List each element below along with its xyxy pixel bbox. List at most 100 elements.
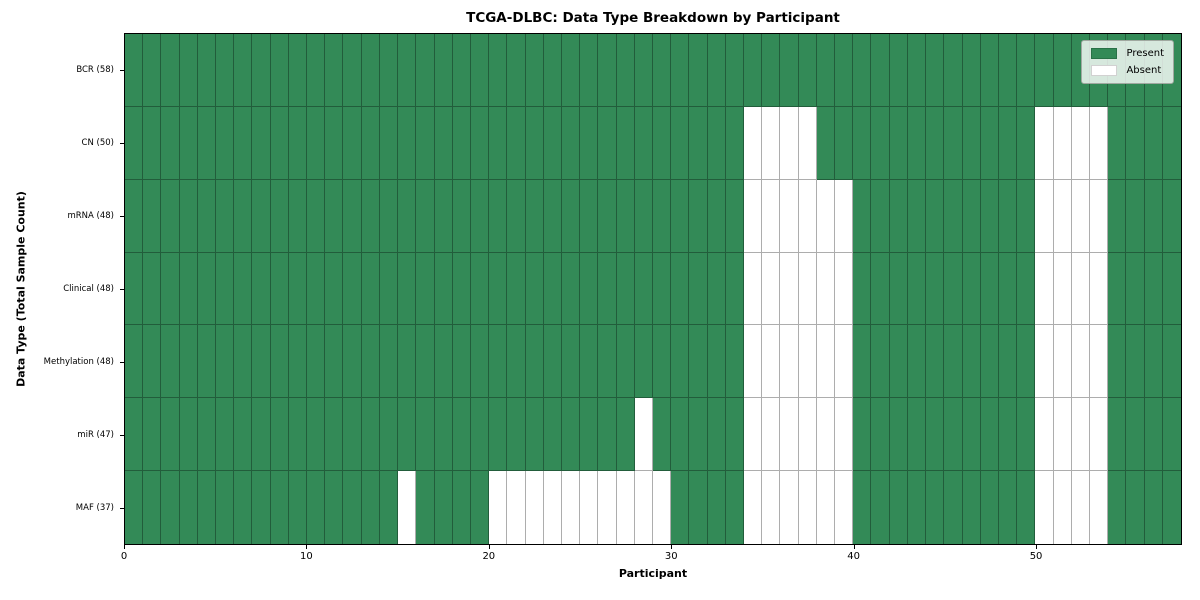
heatmap-cell: [1089, 471, 1109, 544]
heatmap-cell: [179, 34, 198, 107]
heatmap-cell: [1017, 398, 1036, 472]
heatmap-cell: [507, 325, 526, 399]
heatmap-cell: [1126, 179, 1145, 253]
y-tick-label: miR (47): [77, 430, 114, 441]
heatmap-cell: [325, 252, 344, 326]
heatmap-cell: [1053, 34, 1072, 107]
heatmap-cell: [197, 398, 217, 472]
heatmap-cell: [580, 179, 599, 253]
heatmap-cell: [270, 252, 289, 326]
heatmap-cell: [179, 325, 198, 399]
heatmap-cell: [744, 252, 763, 326]
heatmap-cell: [197, 252, 217, 326]
heatmap-cell: [926, 106, 945, 180]
heatmap-cell: [361, 179, 380, 253]
heatmap-cell: [962, 34, 981, 107]
heatmap-cell: [1144, 252, 1163, 326]
heatmap-cell: [197, 325, 217, 399]
heatmap-cell: [816, 398, 836, 472]
legend-present-swatch: [1091, 48, 1118, 59]
y-tick-mark: [120, 508, 124, 510]
heatmap-cell: [543, 34, 562, 107]
heatmap-cell: [452, 325, 471, 399]
chart-title: TCGA-DLBC: Data Type Breakdown by Partic…: [466, 10, 840, 26]
heatmap-cell: [853, 398, 872, 472]
heatmap-cell: [780, 471, 799, 544]
heatmap-cell: [744, 106, 763, 180]
heatmap-cell: [762, 325, 781, 399]
heatmap-cell: [816, 471, 836, 544]
heatmap-cell: [780, 252, 799, 326]
heatmap-cell: [889, 252, 908, 326]
heatmap-cell: [1144, 106, 1163, 180]
heatmap-cell: [307, 179, 326, 253]
heatmap-cell: [288, 252, 308, 326]
heatmap-cell: [379, 471, 399, 544]
heatmap-cell: [889, 106, 908, 180]
heatmap-cell: [416, 252, 435, 326]
heatmap-cell: [434, 325, 453, 399]
heatmap-cell: [125, 34, 144, 107]
heatmap-cell: [652, 252, 672, 326]
heatmap-cell: [216, 252, 235, 326]
heatmap-cell: [470, 252, 490, 326]
heatmap-cell: [561, 398, 581, 472]
heatmap-cell: [998, 106, 1018, 180]
heatmap-cell: [416, 179, 435, 253]
heatmap-cell: [470, 471, 490, 544]
heatmap-cell: [270, 471, 289, 544]
heatmap-cell: [926, 398, 945, 472]
heatmap-cell: [197, 34, 217, 107]
heatmap-cell: [616, 179, 635, 253]
heatmap-cell: [1053, 398, 1072, 472]
heatmap-cell: [944, 106, 963, 180]
heatmap-cell: [926, 252, 945, 326]
heatmap-cell: [489, 106, 508, 180]
heatmap-cell: [561, 34, 581, 107]
heatmap-cell: [998, 179, 1018, 253]
heatmap-cell: [288, 34, 308, 107]
heatmap-cell: [689, 34, 708, 107]
heatmap-cell: [234, 34, 253, 107]
heatmap-cell: [907, 179, 927, 253]
heatmap-cell: [270, 106, 289, 180]
heatmap-cell: [379, 106, 399, 180]
heatmap-cell: [416, 106, 435, 180]
heatmap-cell: [598, 471, 617, 544]
heatmap-cell: [762, 106, 781, 180]
heatmap-cell: [416, 325, 435, 399]
heatmap-cell: [470, 34, 490, 107]
heatmap-cell: [944, 398, 963, 472]
heatmap-cell: [179, 398, 198, 472]
heatmap-cell: [1035, 179, 1054, 253]
heatmap-cell: [361, 325, 380, 399]
heatmap-cell: [598, 325, 617, 399]
heatmap-cell: [889, 398, 908, 472]
heatmap-cell: [379, 34, 399, 107]
heatmap-cell: [580, 252, 599, 326]
heatmap-cell: [470, 398, 490, 472]
heatmap-cell: [707, 179, 726, 253]
heatmap-cell: [998, 34, 1018, 107]
heatmap-cell: [379, 398, 399, 472]
heatmap-cell: [889, 179, 908, 253]
x-tick-mark: [671, 545, 673, 549]
heatmap-cell: [634, 325, 653, 399]
heatmap-cell: [143, 398, 162, 472]
heatmap-cell: [489, 471, 508, 544]
heatmap-cell: [998, 252, 1018, 326]
heatmap-cell: [944, 325, 963, 399]
heatmap-cell: [725, 252, 745, 326]
heatmap-cell: [598, 179, 617, 253]
heatmap-cell: [853, 252, 872, 326]
heatmap-cell: [307, 398, 326, 472]
heatmap-cell: [689, 106, 708, 180]
heatmap-cell: [926, 325, 945, 399]
heatmap-cell: [871, 252, 890, 326]
heatmap-cell: [543, 179, 562, 253]
heatmap-cell: [343, 471, 362, 544]
heatmap-cell: [143, 179, 162, 253]
y-tick-mark: [120, 215, 124, 217]
heatmap-cell: [835, 252, 854, 326]
heatmap-cell: [962, 398, 981, 472]
